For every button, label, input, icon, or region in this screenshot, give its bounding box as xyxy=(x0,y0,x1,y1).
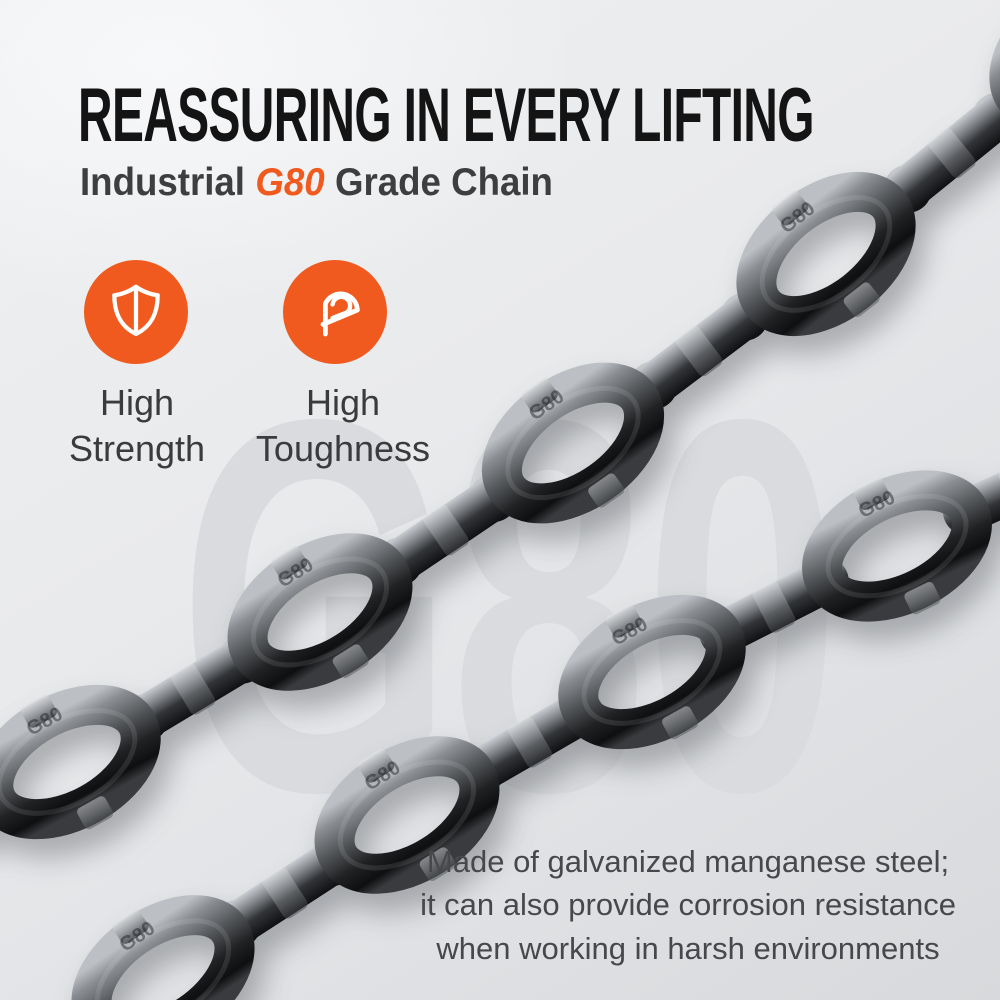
high-toughness-line2: Toughness xyxy=(255,428,431,470)
subtitle-suffix: Grade Chain xyxy=(334,161,553,204)
description-line2: it can also provide corrosion resistance xyxy=(420,887,956,923)
toughness-icon xyxy=(303,278,367,347)
shield-icon xyxy=(105,279,167,346)
headline: REASSURING IN EVERY LIFTING xyxy=(78,73,814,158)
high-strength-badge xyxy=(84,260,188,364)
high-strength-line1: High xyxy=(99,382,175,423)
high-strength-line2: Strength xyxy=(68,428,206,470)
high-toughness-badge xyxy=(283,260,387,364)
material-description: Made of galvanized manganese steel; it c… xyxy=(408,840,968,970)
subtitle: Industrial G80 Grade Chain xyxy=(80,161,553,205)
high-strength-label: High Strength xyxy=(47,380,227,472)
subtitle-prefix: Industrial xyxy=(80,161,245,204)
description-line1: Made of galvanized manganese steel; xyxy=(426,844,950,879)
description-line3: when working in harsh environments xyxy=(436,930,940,966)
high-toughness-label: High Toughness xyxy=(248,380,438,472)
high-toughness-line1: High xyxy=(305,382,381,423)
subtitle-grade-highlight: G80 xyxy=(255,161,325,204)
